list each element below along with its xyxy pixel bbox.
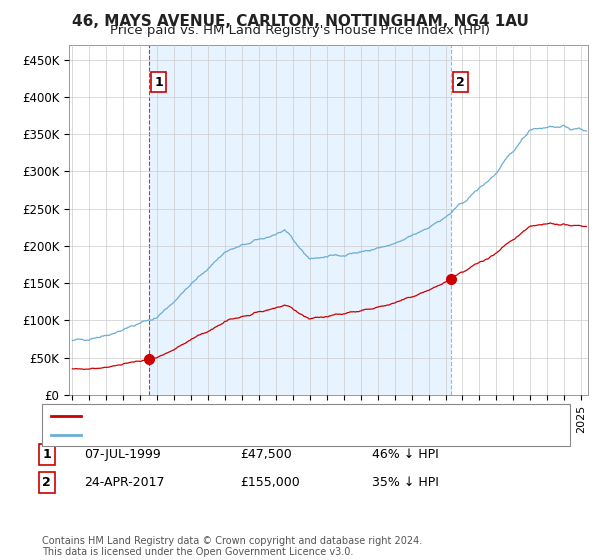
Text: 46, MAYS AVENUE, CARLTON, NOTTINGHAM, NG4 1AU: 46, MAYS AVENUE, CARLTON, NOTTINGHAM, NG…	[71, 14, 529, 29]
Text: £155,000: £155,000	[240, 476, 300, 489]
Text: 46, MAYS AVENUE, CARLTON, NOTTINGHAM, NG4 1AU (detached house): 46, MAYS AVENUE, CARLTON, NOTTINGHAM, NG…	[87, 409, 511, 423]
Bar	[149, 45, 451, 395]
Text: 2: 2	[456, 76, 464, 88]
Text: 24-APR-2017: 24-APR-2017	[84, 476, 164, 489]
Text: 07-JUL-1999: 07-JUL-1999	[84, 448, 161, 461]
Text: HPI: Average price, detached house, Gedling: HPI: Average price, detached house, Gedl…	[87, 428, 351, 441]
Text: Contains HM Land Registry data © Crown copyright and database right 2024.
This d: Contains HM Land Registry data © Crown c…	[42, 535, 422, 557]
Text: Price paid vs. HM Land Registry's House Price Index (HPI): Price paid vs. HM Land Registry's House …	[110, 24, 490, 36]
Text: 1: 1	[43, 448, 51, 461]
Text: 1: 1	[154, 76, 163, 88]
Text: 35% ↓ HPI: 35% ↓ HPI	[372, 476, 439, 489]
Text: £47,500: £47,500	[240, 448, 292, 461]
Text: 46% ↓ HPI: 46% ↓ HPI	[372, 448, 439, 461]
Text: 2: 2	[43, 476, 51, 489]
